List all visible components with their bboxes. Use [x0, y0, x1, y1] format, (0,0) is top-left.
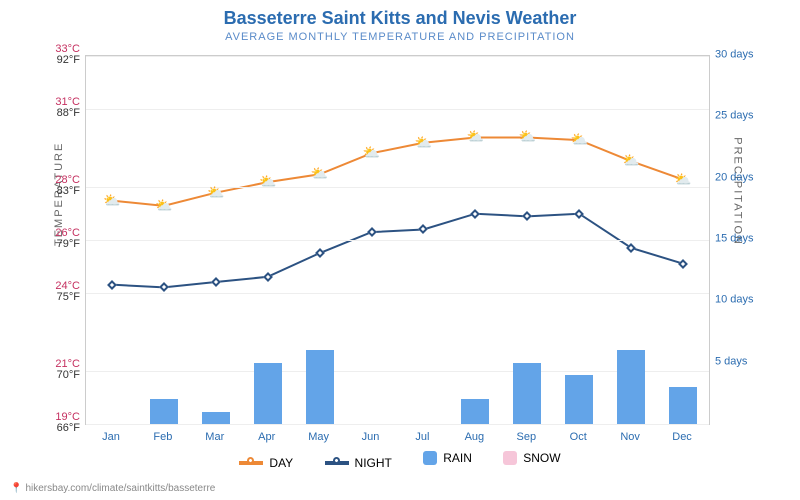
weather-icon: ⛅ [311, 165, 328, 181]
y-right-tick: 30 days [715, 50, 765, 61]
rain-bar [565, 375, 593, 424]
y-left-tick: 24°C 75°F [30, 281, 80, 303]
day-marker: ⛅ [259, 173, 276, 191]
y-right-tick: 15 days [715, 234, 765, 245]
weather-icon: ⛅ [519, 128, 536, 144]
day-marker: ⛅ [155, 197, 172, 215]
plot-area: ⛅ ⛅ ⛅ ⛅ ⛅ ⛅ ⛅ ⛅ ⛅ ⛅ ⛅ ⛅ [85, 55, 710, 425]
weather-icon: ⛅ [415, 134, 432, 150]
weather-icon: ⛅ [363, 144, 380, 160]
weather-icon: ⛅ [467, 128, 484, 144]
x-tick: Feb [153, 431, 172, 443]
x-tick: Jun [362, 431, 380, 443]
weather-icon: ⛅ [103, 192, 120, 208]
footer-url: hikersbay.com/climate/saintkitts/bassete… [25, 483, 215, 494]
night-line [112, 214, 683, 288]
weather-icon: ⛅ [622, 152, 639, 168]
y-right-tick: 5 days [715, 356, 765, 367]
y-left-tick: 33°C 92°F [30, 44, 80, 66]
day-marker: ⛅ [415, 134, 432, 152]
x-tick: Mar [205, 431, 224, 443]
day-marker: ⛅ [103, 192, 120, 210]
night-marker [316, 250, 323, 257]
chart-subtitle: AVERAGE MONTHLY TEMPERATURE AND PRECIPIT… [0, 29, 800, 43]
legend: DAY NIGHT RAIN SNOW [0, 451, 800, 470]
rain-bar [513, 363, 541, 424]
night-marker [680, 260, 687, 267]
day-marker: ⛅ [467, 128, 484, 146]
chart-title: Basseterre Saint Kitts and Nevis Weather [0, 0, 800, 29]
night-marker [420, 226, 427, 233]
x-tick: Sep [516, 431, 536, 443]
day-line [112, 137, 683, 205]
night-marker [628, 244, 635, 251]
day-marker: ⛅ [519, 128, 536, 146]
night-marker [160, 284, 167, 291]
weather-icon: ⛅ [674, 171, 691, 187]
night-marker [108, 281, 115, 288]
day-marker: ⛅ [674, 171, 691, 189]
day-marker: ⛅ [622, 152, 639, 170]
x-tick: Jan [102, 431, 120, 443]
rain-bar [202, 412, 230, 424]
rain-bar [669, 387, 697, 424]
legend-day: DAY [239, 456, 293, 470]
night-marker [264, 273, 271, 280]
y-left-tick: 28°C 83°F [30, 175, 80, 197]
day-marker: ⛅ [311, 165, 328, 183]
x-tick: Jul [415, 431, 429, 443]
x-tick: Dec [672, 431, 692, 443]
rain-bar [306, 350, 334, 424]
day-marker: ⛅ [207, 184, 224, 202]
legend-snow: SNOW [503, 451, 560, 465]
legend-night: NIGHT [325, 456, 392, 470]
footer: 📍hikersbay.com/climate/saintkitts/basset… [10, 483, 215, 494]
y-axis-right-label: PRECIPITATION [732, 137, 744, 246]
y-right-tick: 10 days [715, 295, 765, 306]
y-left-tick: 21°C 70°F [30, 359, 80, 381]
day-marker: ⛅ [570, 131, 587, 149]
weather-icon: ⛅ [155, 197, 172, 213]
y-left-tick: 31°C 88°F [30, 97, 80, 119]
x-tick: Apr [258, 431, 275, 443]
rain-bar [617, 350, 645, 424]
chart-area: TEMPERATURE PRECIPITATION ⛅⛅⛅⛅⛅⛅⛅⛅⛅⛅⛅⛅ 1… [85, 55, 710, 425]
night-marker [576, 210, 583, 217]
night-marker [212, 279, 219, 286]
rain-bar [254, 363, 282, 424]
x-tick: Oct [570, 431, 587, 443]
y-right-tick: 25 days [715, 111, 765, 122]
x-tick: Nov [620, 431, 640, 443]
weather-icon: ⛅ [207, 184, 224, 200]
legend-rain: RAIN [423, 451, 472, 465]
weather-icon: ⛅ [259, 173, 276, 189]
y-left-tick: 19°C 66°F [30, 412, 80, 434]
rain-bar [150, 399, 178, 424]
x-tick: May [308, 431, 329, 443]
y-right-tick: 20 days [715, 172, 765, 183]
night-marker [472, 210, 479, 217]
y-left-tick: 26°C 79°F [30, 228, 80, 250]
x-tick: Aug [465, 431, 485, 443]
pin-icon: 📍 [10, 483, 22, 494]
rain-bar [461, 399, 489, 424]
night-marker [368, 229, 375, 236]
weather-icon: ⛅ [570, 131, 587, 147]
day-marker: ⛅ [363, 144, 380, 162]
night-marker [524, 213, 531, 220]
